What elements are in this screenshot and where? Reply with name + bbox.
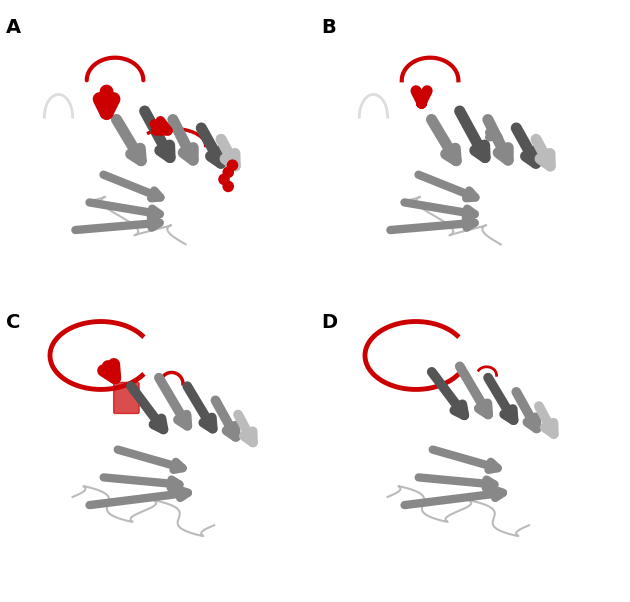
Text: D: D — [321, 313, 338, 332]
Circle shape — [227, 160, 238, 170]
Text: C: C — [6, 313, 21, 332]
FancyBboxPatch shape — [113, 382, 139, 414]
Text: A: A — [6, 18, 21, 37]
Circle shape — [219, 174, 229, 184]
Circle shape — [223, 181, 233, 191]
Circle shape — [223, 167, 233, 178]
Text: B: B — [321, 18, 336, 37]
